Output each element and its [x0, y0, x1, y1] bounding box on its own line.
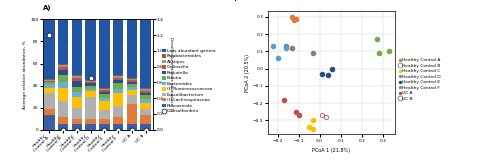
- Bar: [44, 88, 54, 93]
- X-axis label: PCoA 1 (21.8%): PCoA 1 (21.8%): [312, 148, 350, 153]
- Bar: [113, 80, 124, 83]
- Bar: [99, 90, 110, 92]
- Bar: [126, 90, 137, 95]
- Bar: [99, 98, 110, 101]
- Bar: [58, 82, 68, 88]
- Bar: [126, 78, 137, 79]
- Bar: [113, 76, 124, 78]
- Bar: [99, 110, 110, 119]
- Bar: [140, 124, 151, 130]
- Bar: [86, 19, 96, 80]
- Bar: [99, 88, 110, 89]
- Bar: [86, 124, 96, 130]
- Bar: [113, 19, 124, 75]
- Bar: [72, 119, 82, 124]
- Bar: [99, 89, 110, 90]
- Bar: [126, 80, 137, 82]
- Bar: [140, 88, 151, 89]
- Bar: [99, 94, 110, 98]
- Bar: [140, 109, 151, 115]
- Bar: [44, 81, 54, 82]
- Bar: [86, 82, 96, 83]
- Text: B): B): [229, 0, 237, 1]
- Bar: [72, 87, 82, 92]
- Bar: [140, 93, 151, 95]
- Y-axis label: Average relative abundance, %: Average relative abundance, %: [24, 40, 28, 109]
- Bar: [113, 75, 124, 76]
- Bar: [58, 88, 68, 101]
- Bar: [58, 124, 68, 130]
- Bar: [113, 93, 124, 106]
- Bar: [86, 83, 96, 86]
- Bar: [99, 19, 110, 88]
- Bar: [58, 70, 68, 75]
- Bar: [113, 117, 124, 124]
- Bar: [86, 97, 96, 119]
- Bar: [126, 95, 137, 104]
- Bar: [99, 92, 110, 94]
- Bar: [72, 92, 82, 97]
- Y-axis label: Desulfovibrio relative abundance, %: Desulfovibrio relative abundance, %: [170, 37, 173, 112]
- Bar: [86, 80, 96, 81]
- Legend: Healthy Control A, Healthy Control B, Healthy Control C, Healthy Control D, Heal: Healthy Control A, Healthy Control B, He…: [398, 58, 441, 101]
- Bar: [86, 89, 96, 91]
- Bar: [58, 101, 68, 117]
- Bar: [44, 115, 54, 130]
- Bar: [86, 119, 96, 124]
- Bar: [126, 104, 137, 124]
- Text: A): A): [42, 5, 51, 11]
- Legend: Less abundant genera, Parabacteroides, Alistipes, Collinsella, Prevotella, Blaut: Less abundant genera, Parabacteroides, A…: [162, 49, 216, 113]
- Bar: [44, 109, 54, 115]
- Bar: [72, 124, 82, 130]
- Bar: [72, 108, 82, 119]
- Bar: [86, 86, 96, 89]
- Bar: [44, 93, 54, 109]
- Bar: [72, 76, 82, 78]
- Bar: [72, 81, 82, 87]
- Bar: [86, 81, 96, 82]
- Bar: [140, 99, 151, 103]
- Bar: [140, 19, 151, 88]
- Bar: [44, 82, 54, 84]
- Bar: [72, 19, 82, 75]
- Bar: [140, 103, 151, 109]
- Bar: [86, 91, 96, 97]
- Bar: [140, 95, 151, 99]
- Bar: [58, 64, 68, 65]
- Bar: [72, 75, 82, 76]
- Bar: [58, 75, 68, 82]
- Bar: [113, 89, 124, 93]
- Y-axis label: PCoA 2 (20.5%): PCoA 2 (20.5%): [245, 54, 250, 92]
- Bar: [126, 82, 137, 84]
- Bar: [126, 19, 137, 78]
- Bar: [44, 80, 54, 81]
- Bar: [140, 91, 151, 93]
- Bar: [140, 89, 151, 91]
- Bar: [126, 84, 137, 87]
- Bar: [113, 106, 124, 117]
- Bar: [126, 79, 137, 80]
- Bar: [113, 83, 124, 89]
- Bar: [113, 124, 124, 130]
- Bar: [44, 79, 54, 80]
- Bar: [72, 97, 82, 108]
- Bar: [126, 124, 137, 130]
- Bar: [44, 84, 54, 88]
- Bar: [44, 19, 54, 79]
- Bar: [126, 87, 137, 90]
- Bar: [58, 65, 68, 67]
- Bar: [72, 78, 82, 81]
- Bar: [58, 67, 68, 70]
- Bar: [58, 19, 68, 64]
- Bar: [99, 101, 110, 110]
- Bar: [58, 117, 68, 124]
- Bar: [99, 119, 110, 124]
- Bar: [113, 78, 124, 80]
- Bar: [99, 124, 110, 130]
- Bar: [140, 115, 151, 124]
